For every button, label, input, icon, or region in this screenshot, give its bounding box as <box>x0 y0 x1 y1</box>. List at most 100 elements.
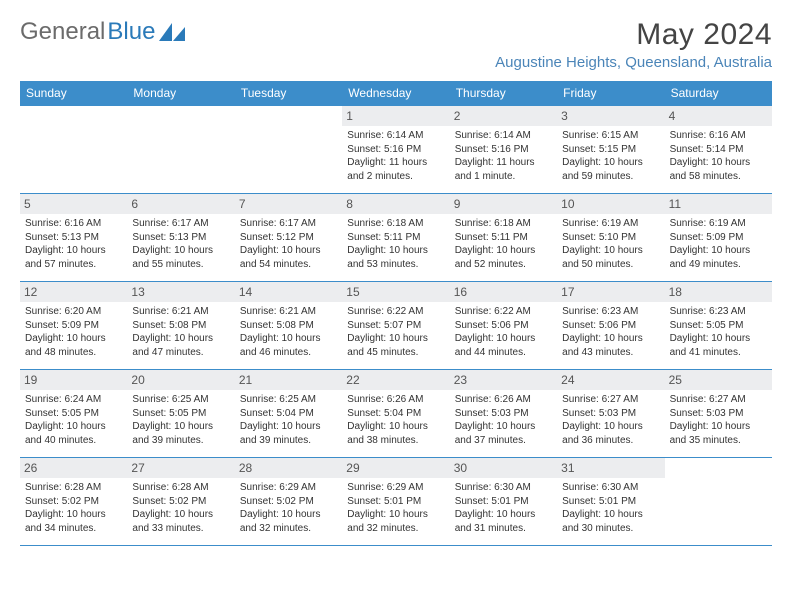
day-number: 5 <box>20 194 127 214</box>
daylight-line: Daylight: 10 hours and 44 minutes. <box>455 332 552 359</box>
daylight-line: Daylight: 10 hours and 37 minutes. <box>455 420 552 447</box>
sunset-line: Sunset: 5:01 PM <box>347 495 444 509</box>
sunrise-line: Sunrise: 6:21 AM <box>132 305 229 319</box>
sunrise-line: Sunrise: 6:17 AM <box>132 217 229 231</box>
daylight-line: Daylight: 10 hours and 32 minutes. <box>240 508 337 535</box>
sunrise-line: Sunrise: 6:14 AM <box>347 129 444 143</box>
calendar-cell: 17Sunrise: 6:23 AMSunset: 5:06 PMDayligh… <box>557 281 664 369</box>
sunrise-line: Sunrise: 6:25 AM <box>132 393 229 407</box>
weekday-header: Tuesday <box>235 81 342 105</box>
sunrise-line: Sunrise: 6:26 AM <box>455 393 552 407</box>
day-number: 1 <box>342 106 449 126</box>
sunset-line: Sunset: 5:11 PM <box>347 231 444 245</box>
sunset-line: Sunset: 5:01 PM <box>562 495 659 509</box>
calendar-cell: 16Sunrise: 6:22 AMSunset: 5:06 PMDayligh… <box>450 281 557 369</box>
sunrise-line: Sunrise: 6:28 AM <box>132 481 229 495</box>
weekday-header: Monday <box>127 81 234 105</box>
day-number: 24 <box>557 370 664 390</box>
calendar-bottom-rule <box>20 545 772 546</box>
sunset-line: Sunset: 5:06 PM <box>455 319 552 333</box>
sunset-line: Sunset: 5:07 PM <box>347 319 444 333</box>
day-number: 27 <box>127 458 234 478</box>
day-number: 10 <box>557 194 664 214</box>
sunrise-line: Sunrise: 6:17 AM <box>240 217 337 231</box>
calendar-cell: 2Sunrise: 6:14 AMSunset: 5:16 PMDaylight… <box>450 105 557 193</box>
calendar-cell: 28Sunrise: 6:29 AMSunset: 5:02 PMDayligh… <box>235 457 342 545</box>
sunset-line: Sunset: 5:16 PM <box>347 143 444 157</box>
sunset-line: Sunset: 5:13 PM <box>132 231 229 245</box>
day-number: 13 <box>127 282 234 302</box>
sunset-line: Sunset: 5:04 PM <box>347 407 444 421</box>
daylight-line: Daylight: 10 hours and 49 minutes. <box>670 244 767 271</box>
calendar-cell: 5 Sunrise: 6:16 AMSunset: 5:13 PMDaylight… <box>20 193 127 281</box>
weekday-header: Saturday <box>665 81 772 105</box>
calendar-cell: 11Sunrise: 6:19 AMSunset: 5:09 PMDayligh… <box>665 193 772 281</box>
sunset-line: Sunset: 5:09 PM <box>25 319 122 333</box>
sunset-line: Sunset: 5:08 PM <box>132 319 229 333</box>
daylight-line: Daylight: 10 hours and 57 minutes. <box>25 244 122 271</box>
day-number: 2 <box>450 106 557 126</box>
calendar-cell: 29Sunrise: 6:29 AMSunset: 5:01 PMDayligh… <box>342 457 449 545</box>
calendar-cell: 26Sunrise: 6:28 AMSunset: 5:02 PMDayligh… <box>20 457 127 545</box>
sunrise-line: Sunrise: 6:16 AM <box>670 129 767 143</box>
day-number: 23 <box>450 370 557 390</box>
daylight-line: Daylight: 10 hours and 53 minutes. <box>347 244 444 271</box>
daylight-line: Daylight: 10 hours and 34 minutes. <box>25 508 122 535</box>
sunrise-line: Sunrise: 6:29 AM <box>347 481 444 495</box>
sunrise-line: Sunrise: 6:30 AM <box>562 481 659 495</box>
sunrise-line: Sunrise: 6:21 AM <box>240 305 337 319</box>
calendar-cell: 6Sunrise: 6:17 AMSunset: 5:13 PMDaylight… <box>127 193 234 281</box>
calendar-cell: 30Sunrise: 6:30 AMSunset: 5:01 PMDayligh… <box>450 457 557 545</box>
sunrise-line: Sunrise: 6:27 AM <box>670 393 767 407</box>
day-number: 19 <box>20 370 127 390</box>
sunset-line: Sunset: 5:02 PM <box>240 495 337 509</box>
day-number: 18 <box>665 282 772 302</box>
daylight-line: Daylight: 10 hours and 36 minutes. <box>562 420 659 447</box>
sunrise-line: Sunrise: 6:24 AM <box>25 393 122 407</box>
daylight-line: Daylight: 10 hours and 43 minutes. <box>562 332 659 359</box>
month-title: May 2024 <box>495 18 772 52</box>
sunset-line: Sunset: 5:15 PM <box>562 143 659 157</box>
calendar-cell: 19Sunrise: 6:24 AMSunset: 5:05 PMDayligh… <box>20 369 127 457</box>
sunset-line: Sunset: 5:09 PM <box>670 231 767 245</box>
calendar-cell: 18Sunrise: 6:23 AMSunset: 5:05 PMDayligh… <box>665 281 772 369</box>
daylight-line: Daylight: 10 hours and 32 minutes. <box>347 508 444 535</box>
daylight-line: Daylight: 10 hours and 30 minutes. <box>562 508 659 535</box>
daylight-line: Daylight: 10 hours and 38 minutes. <box>347 420 444 447</box>
day-number: 20 <box>127 370 234 390</box>
calendar-cell: 10Sunrise: 6:19 AMSunset: 5:10 PMDayligh… <box>557 193 664 281</box>
day-number: 8 <box>342 194 449 214</box>
day-number: 31 <box>557 458 664 478</box>
sunset-line: Sunset: 5:05 PM <box>670 319 767 333</box>
calendar-cell: 14Sunrise: 6:21 AMSunset: 5:08 PMDayligh… <box>235 281 342 369</box>
sunset-line: Sunset: 5:12 PM <box>240 231 337 245</box>
day-number: 15 <box>342 282 449 302</box>
calendar-cell: 9Sunrise: 6:18 AMSunset: 5:11 PMDaylight… <box>450 193 557 281</box>
calendar-cell: 31 Sunrise: 6:30 AMSunset: 5:01 PMDayligh… <box>557 457 664 545</box>
weekday-header: Thursday <box>450 81 557 105</box>
sunrise-line: Sunrise: 6:18 AM <box>455 217 552 231</box>
daylight-line: Daylight: 10 hours and 50 minutes. <box>562 244 659 271</box>
calendar-cell-empty <box>20 105 127 193</box>
sunset-line: Sunset: 5:03 PM <box>455 407 552 421</box>
sunrise-line: Sunrise: 6:15 AM <box>562 129 659 143</box>
sunrise-line: Sunrise: 6:22 AM <box>455 305 552 319</box>
sunrise-line: Sunrise: 6:30 AM <box>455 481 552 495</box>
calendar-cell: 21Sunrise: 6:25 AMSunset: 5:04 PMDayligh… <box>235 369 342 457</box>
logo-sail-icon <box>159 23 185 41</box>
logo-text-general: General <box>20 18 105 46</box>
day-number: 26 <box>20 458 127 478</box>
calendar-cell-empty <box>665 457 772 545</box>
day-number: 14 <box>235 282 342 302</box>
daylight-line: Daylight: 10 hours and 59 minutes. <box>562 156 659 183</box>
sunset-line: Sunset: 5:11 PM <box>455 231 552 245</box>
daylight-line: Daylight: 10 hours and 48 minutes. <box>25 332 122 359</box>
sunset-line: Sunset: 5:13 PM <box>25 231 122 245</box>
daylight-line: Daylight: 10 hours and 39 minutes. <box>132 420 229 447</box>
daylight-line: Daylight: 10 hours and 39 minutes. <box>240 420 337 447</box>
header: GeneralBlue May 2024 Augustine Heights, … <box>20 18 772 71</box>
sunset-line: Sunset: 5:02 PM <box>132 495 229 509</box>
daylight-line: Daylight: 10 hours and 31 minutes. <box>455 508 552 535</box>
sunrise-line: Sunrise: 6:28 AM <box>25 481 122 495</box>
sunrise-line: Sunrise: 6:16 AM <box>25 217 122 231</box>
